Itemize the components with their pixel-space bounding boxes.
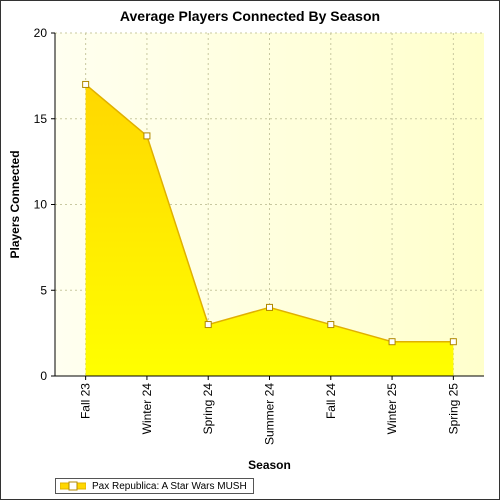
data-point [449, 338, 457, 346]
x-tick-label: Spring 25 [446, 383, 460, 435]
y-tick-label: 20 [34, 26, 48, 40]
data-point [143, 132, 151, 140]
x-axis-label: Season [248, 458, 291, 472]
x-tick-label: Winter 25 [385, 383, 399, 435]
y-tick-label: 15 [34, 112, 48, 126]
y-tick-label: 0 [40, 369, 47, 383]
legend-label: Pax Republica: A Star Wars MUSH [92, 480, 247, 492]
y-axis-label: Players Connected [8, 150, 22, 258]
y-tick-label: 10 [34, 198, 48, 212]
y-tick-label: 5 [40, 283, 47, 297]
series-markers [82, 80, 457, 346]
data-point [82, 80, 90, 88]
x-tick-label: Winter 24 [140, 383, 154, 435]
x-axis-ticks: Fall 23 Winter 24 Spring 24 Summer 24 Fall 2… [79, 376, 460, 445]
data-point [327, 321, 335, 329]
legend: Pax Republica: A Star Wars MUSH [55, 478, 254, 494]
y-axis-ticks: 0 5 10 15 20 [34, 26, 55, 383]
x-tick-label: Spring 24 [201, 383, 215, 435]
legend-swatch-icon [60, 481, 86, 491]
x-tick-label: Summer 24 [263, 383, 277, 445]
x-tick-label: Fall 24 [324, 383, 338, 419]
data-point [204, 321, 212, 329]
data-point [388, 338, 396, 346]
data-point [266, 303, 273, 311]
chart-title: Average Players Connected By Season [119, 8, 381, 24]
series-area [85, 84, 454, 376]
x-tick-label: Fall 23 [79, 383, 93, 419]
